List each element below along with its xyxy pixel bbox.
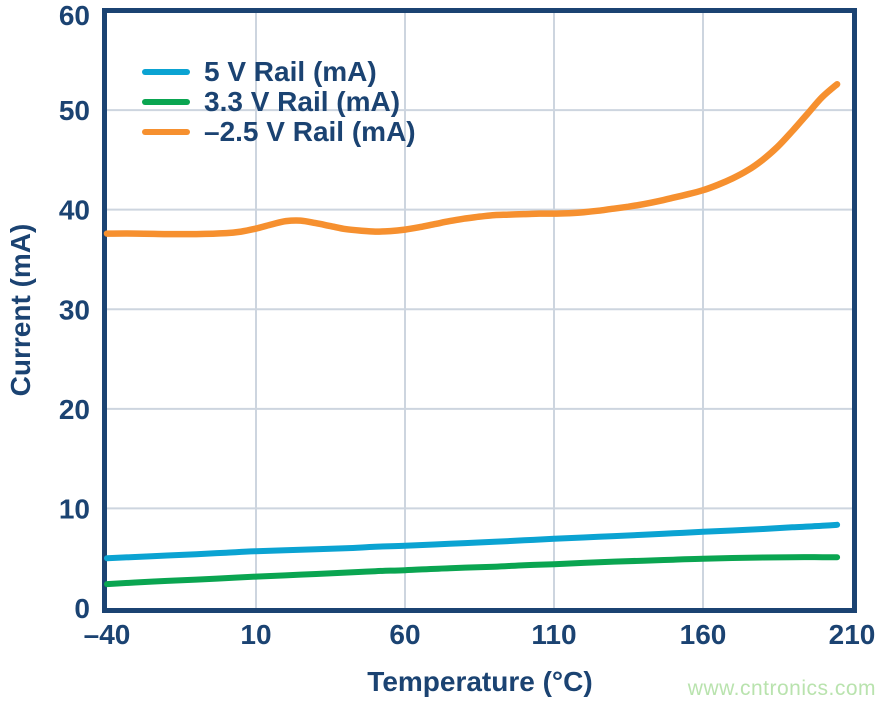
legend-swatch-neg2v5-rail <box>142 129 190 135</box>
y-axis-title: Current (mA) <box>5 224 36 397</box>
series-line-3v3-rail <box>104 554 841 588</box>
legend-label-5v-rail: 5 V Rail (mA) <box>204 56 377 87</box>
y-tick-label-50: 50 <box>59 95 90 126</box>
y-tick-label-60: 60 <box>59 0 90 31</box>
x-tick-label--40: –40 <box>84 619 131 650</box>
y-tick-label-30: 30 <box>59 294 90 325</box>
y-tick-label-0: 0 <box>74 593 90 624</box>
series-line-5v-rail <box>104 521 841 562</box>
legend-swatch-3v3-rail <box>142 99 190 105</box>
series-lines <box>103 80 841 588</box>
y-tick-labels: 0 10 20 30 40 50 60 <box>59 0 90 624</box>
legend-label-3v3-rail: 3.3 V Rail (mA) <box>204 86 401 117</box>
plot-border <box>102 8 857 613</box>
legend-swatch-5v-rail <box>142 69 190 75</box>
gridlines <box>107 10 852 608</box>
legend-item-neg2v5-rail: –2.5 V Rail (mA) <box>142 116 416 147</box>
legend: 5 V Rail (mA) 3.3 V Rail (mA) –2.5 V Rai… <box>142 56 416 147</box>
x-tick-label-210: 210 <box>829 619 876 650</box>
legend-item-3v3-rail: 3.3 V Rail (mA) <box>142 86 416 117</box>
x-tick-label-60: 60 <box>389 619 420 650</box>
series-line-neg2v5-rail <box>103 80 841 238</box>
y-tick-label-20: 20 <box>59 394 90 425</box>
x-axis-title: Temperature (°C) <box>367 666 592 697</box>
legend-item-5v-rail: 5 V Rail (mA) <box>142 56 416 87</box>
y-tick-label-40: 40 <box>59 195 90 226</box>
legend-label-neg2v5-rail: –2.5 V Rail (mA) <box>204 116 416 147</box>
x-tick-label-110: 110 <box>531 619 576 650</box>
x-tick-labels: –40 10 60 110 160 210 <box>84 619 876 650</box>
x-tick-label-10: 10 <box>240 619 271 650</box>
y-tick-label-10: 10 <box>59 493 90 524</box>
watermark: www.cntronics.com <box>687 677 876 700</box>
x-tick-label-160: 160 <box>680 619 727 650</box>
